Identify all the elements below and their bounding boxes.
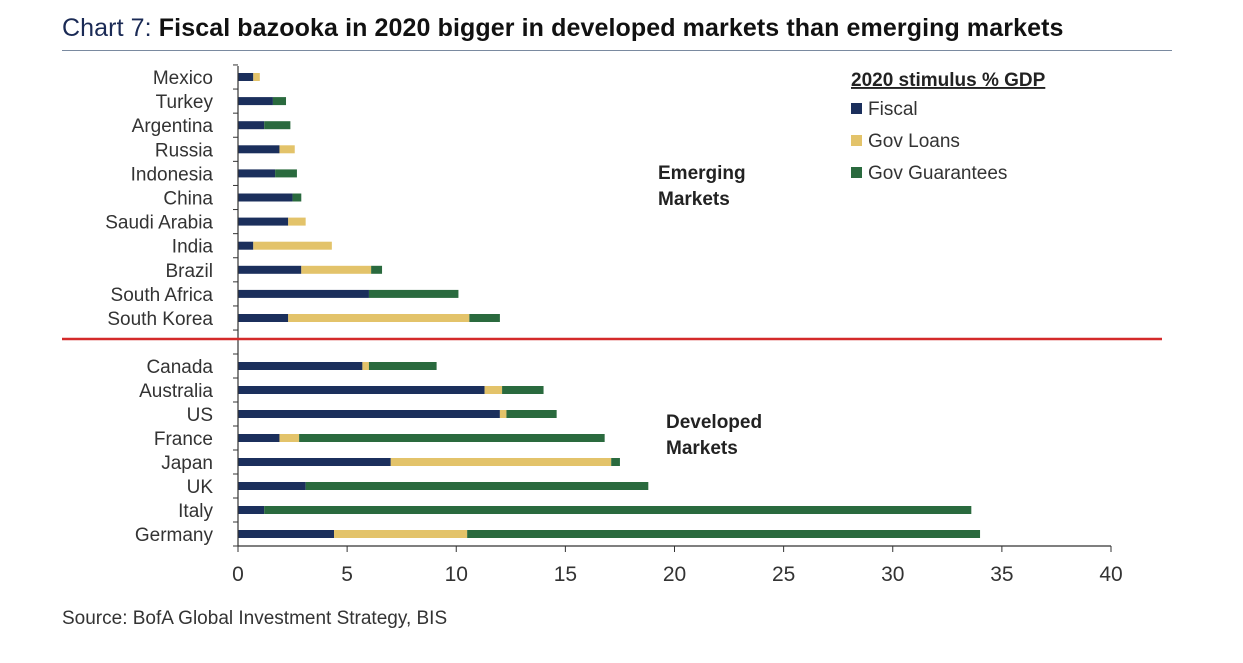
x-tick-label: 20: [663, 563, 686, 586]
bar-fiscal-argentina: [238, 121, 265, 130]
bar-guarantees-italy: [264, 506, 972, 514]
bar-loans-us: [499, 410, 507, 418]
bar-guarantees-argentina: [264, 121, 291, 130]
category-label: Australia: [139, 381, 213, 402]
bar-guarantees-brazil: [371, 265, 383, 274]
legend-swatch-fiscal: [851, 103, 862, 114]
bar-guarantees-japan: [611, 458, 620, 466]
chart-title-main: Fiscal bazooka in 2020 bigger in develop…: [158, 14, 1064, 42]
bar-fiscal-brazil: [238, 265, 302, 274]
x-tick-label: 30: [881, 563, 904, 586]
category-label: Germany: [135, 525, 214, 546]
bar-guarantees-us: [506, 410, 557, 418]
x-tick-label: 5: [341, 563, 353, 586]
category-label: China: [163, 189, 213, 210]
bar-guarantees-china: [292, 193, 302, 202]
category-label: US: [187, 405, 213, 426]
bar-loans-saudi-arabia: [288, 217, 306, 226]
bar-fiscal-germany: [238, 530, 335, 538]
bar-guarantees-south-korea: [469, 314, 500, 322]
bar-guarantees-canada: [368, 362, 437, 370]
bar-loans-south-korea: [288, 314, 470, 322]
emerging-markets-label: Emerging: [658, 163, 746, 184]
bar-fiscal-uk: [238, 482, 306, 490]
legend-swatch-loans: [851, 135, 862, 146]
bar-fiscal-china: [238, 193, 293, 202]
category-label: UK: [187, 477, 214, 498]
axes: 0 5 10 15 20 25 30 35 40: [62, 64, 1162, 586]
bar-fiscal-indonesia: [238, 169, 276, 178]
category-label: Argentina: [132, 116, 214, 137]
bar-loans-brazil: [301, 265, 372, 274]
category-label: Brazil: [165, 261, 213, 282]
bar-fiscal-russia: [238, 145, 280, 154]
source-note: Source: BofA Global Investment Strategy,…: [62, 608, 448, 629]
category-label: Italy: [178, 501, 213, 522]
legend-label-fiscal: Fiscal: [868, 99, 918, 120]
category-label: Indonesia: [131, 164, 214, 185]
bar-fiscal-south-korea: [238, 314, 289, 322]
bar-fiscal-turkey: [238, 97, 273, 106]
bar-fiscal-south-africa: [238, 289, 369, 298]
bar-guarantees-indonesia: [275, 169, 297, 178]
bar-fiscal-canada: [238, 362, 363, 370]
x-tick-label: 10: [445, 563, 468, 586]
bar-fiscal-us: [238, 410, 500, 418]
bar-fiscal-india: [238, 241, 254, 250]
x-tick-label: 40: [1099, 563, 1122, 586]
category-label: Turkey: [156, 92, 214, 113]
bar-fiscal-saudi-arabia: [238, 217, 289, 226]
category-labels: Mexico Turkey Argentina Russia Indonesia Chin…: [105, 68, 213, 546]
bar-loans-germany: [334, 530, 468, 538]
bar-fiscal-japan: [238, 458, 391, 466]
bar-loans-canada: [362, 362, 369, 370]
category-label: Mexico: [153, 68, 213, 89]
bars-layer: [238, 73, 981, 538]
x-tick-label: 15: [554, 563, 577, 586]
legend-title: 2020 stimulus % GDP: [851, 70, 1046, 91]
bar-guarantees-france: [299, 434, 605, 442]
category-label: Russia: [155, 140, 214, 161]
category-label: Saudi Arabia: [105, 213, 213, 234]
developed-markets-label: Markets: [666, 438, 738, 459]
bar-loans-france: [279, 434, 300, 442]
bar-loans-mexico: [253, 73, 260, 81]
bar-loans-russia: [279, 145, 295, 154]
x-tick-label: 35: [990, 563, 1013, 586]
legend-swatch-guarantees: [851, 167, 862, 178]
legend-label-loans: Gov Loans: [868, 131, 960, 152]
category-label: Japan: [161, 453, 213, 474]
bar-guarantees-germany: [467, 530, 981, 538]
bar-loans-japan: [390, 458, 612, 466]
emerging-markets-label: Markets: [658, 189, 730, 210]
title-divider: [62, 50, 1172, 51]
category-label: Canada: [146, 357, 213, 378]
category-label: France: [154, 429, 213, 450]
category-label: India: [172, 237, 214, 258]
chart-title: Chart 7: Fiscal bazooka in 2020 bigger i…: [62, 14, 1064, 43]
bar-loans-australia: [484, 386, 503, 394]
x-tick-label: 25: [772, 563, 795, 586]
x-tick-label: 0: [232, 563, 244, 586]
category-label: South Korea: [107, 309, 213, 330]
bar-loans-india: [253, 241, 332, 250]
bar-fiscal-mexico: [238, 73, 254, 81]
bar-fiscal-france: [238, 434, 280, 442]
bar-guarantees-uk: [305, 482, 649, 490]
group-labels: Emerging Markets Developed Markets: [658, 163, 762, 459]
bar-fiscal-italy: [238, 506, 265, 514]
bar-guarantees-south-africa: [368, 289, 459, 298]
bar-fiscal-australia: [238, 386, 485, 394]
legend-label-guarantees: Gov Guarantees: [868, 163, 1007, 184]
bar-guarantees-turkey: [272, 97, 287, 106]
chart-title-prefix: Chart 7:: [62, 14, 152, 42]
legend: 2020 stimulus % GDP Fiscal Gov Loans Gov Gu…: [851, 70, 1046, 184]
category-label: South Africa: [111, 285, 214, 306]
developed-markets-label: Developed: [666, 412, 762, 433]
bar-guarantees-australia: [502, 386, 544, 394]
